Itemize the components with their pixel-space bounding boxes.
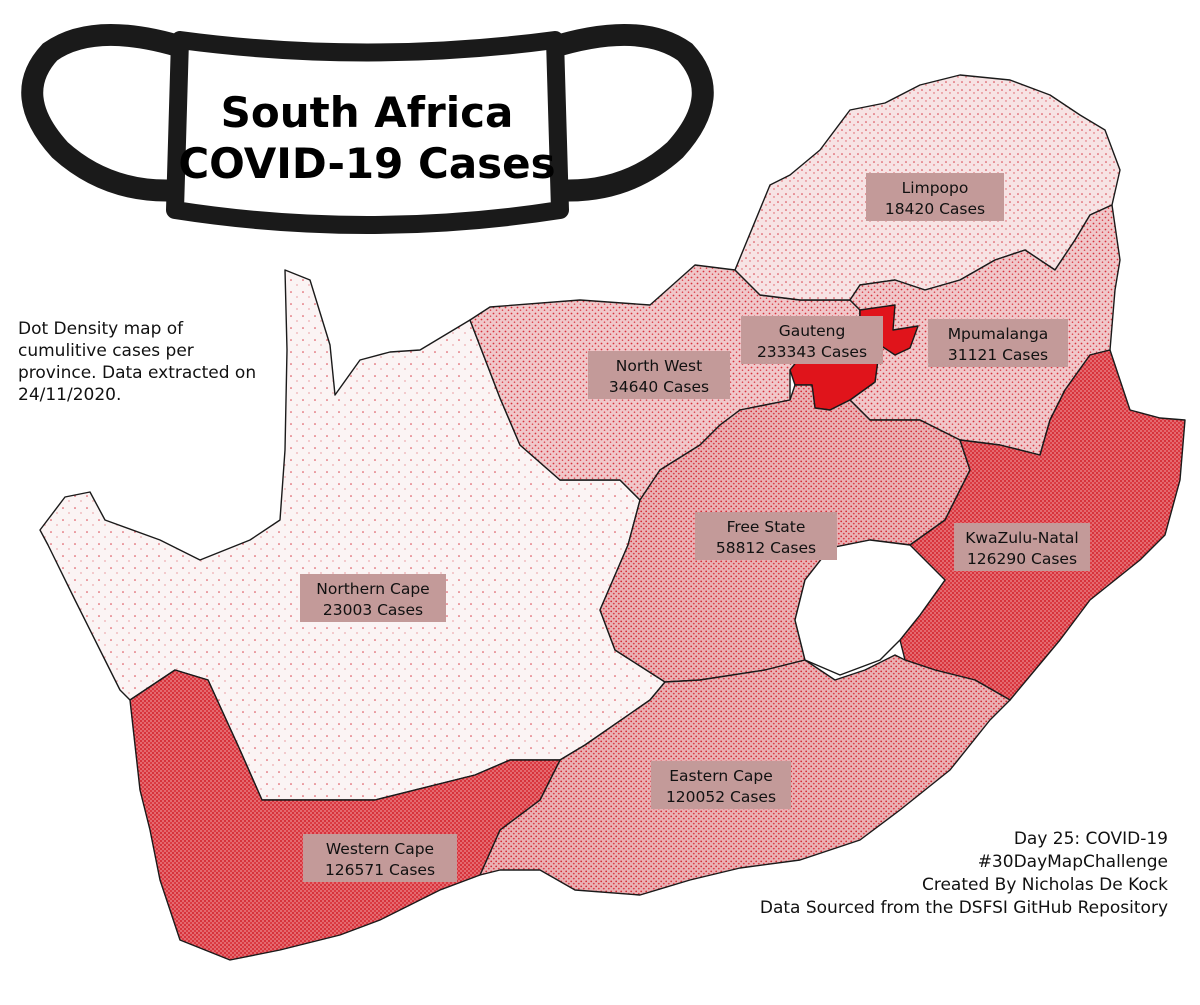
province-cases: 120052 Cases <box>666 788 776 806</box>
province-label-box <box>588 351 730 399</box>
province-name: North West <box>616 357 702 375</box>
province-cases: 18420 Cases <box>885 200 985 218</box>
province-label-free-state: Free State 58812 Cases <box>695 512 837 560</box>
credit-line: Created By Nicholas De Kock <box>921 875 1168 895</box>
province-label-box <box>695 512 837 560</box>
province-name: Free State <box>727 518 806 536</box>
province-label-box <box>954 523 1090 571</box>
map-title-line-1: South Africa <box>221 88 514 137</box>
province-label-box <box>866 173 1004 221</box>
province-label-box <box>928 319 1068 367</box>
province-label-western-cape: Western Cape 126571 Cases <box>303 834 457 882</box>
credit-line: Day 25: COVID-19 <box>1013 829 1168 849</box>
province-western-cape <box>129 669 561 961</box>
province-label-northern-cape: Northern Cape 23003 Cases <box>300 574 446 622</box>
province-cases: 126290 Cases <box>967 550 1077 568</box>
province-name: Gauteng <box>779 322 846 340</box>
province-label-gauteng: Gauteng 233343 Cases <box>741 316 883 364</box>
lesotho-gap <box>794 539 946 676</box>
province-label-box <box>651 761 791 809</box>
credit-line: #30DayMapChallenge <box>977 852 1168 872</box>
province-label-mpumalanga: Mpumalanga 31121 Cases <box>928 319 1068 367</box>
province-label-north-west: North West 34640 Cases <box>588 351 730 399</box>
description-line: province. Data extracted on <box>18 363 257 383</box>
credit-line: Data Sourced from the DSFSI GitHub Repos… <box>759 898 1168 918</box>
province-name: KwaZulu-Natal <box>965 529 1078 547</box>
province-cases: 58812 Cases <box>716 539 816 557</box>
description-line: Dot Density map of <box>18 319 184 339</box>
province-name: Mpumalanga <box>948 325 1049 343</box>
description-line: 24/11/2020. <box>18 385 122 405</box>
province-name: Western Cape <box>326 840 434 858</box>
map-description: Dot Density map of cumulitive cases per … <box>18 318 278 406</box>
province-name: Northern Cape <box>316 580 429 598</box>
province-label-eastern-cape: Eastern Cape 120052 Cases <box>651 761 791 809</box>
province-name: Limpopo <box>902 179 969 197</box>
map-title-line-2: COVID-19 Cases <box>178 139 555 188</box>
province-label-limpopo: Limpopo 18420 Cases <box>866 173 1004 221</box>
province-label-box <box>300 574 446 622</box>
province-cases: 23003 Cases <box>323 601 423 619</box>
province-name: Eastern Cape <box>669 767 773 785</box>
province-label-box <box>741 316 883 364</box>
province-cases: 34640 Cases <box>609 378 709 396</box>
province-label-kwazulu-natal: KwaZulu-Natal 126290 Cases <box>954 523 1090 571</box>
province-cases: 31121 Cases <box>948 346 1048 364</box>
province-cases: 126571 Cases <box>325 861 435 879</box>
map-credits: Day 25: COVID-19 #30DayMapChallenge Crea… <box>760 828 1168 920</box>
description-line: cumulitive cases per <box>18 341 194 361</box>
face-mask-icon <box>21 23 714 234</box>
province-label-box <box>303 834 457 882</box>
province-cases: 233343 Cases <box>757 343 867 361</box>
